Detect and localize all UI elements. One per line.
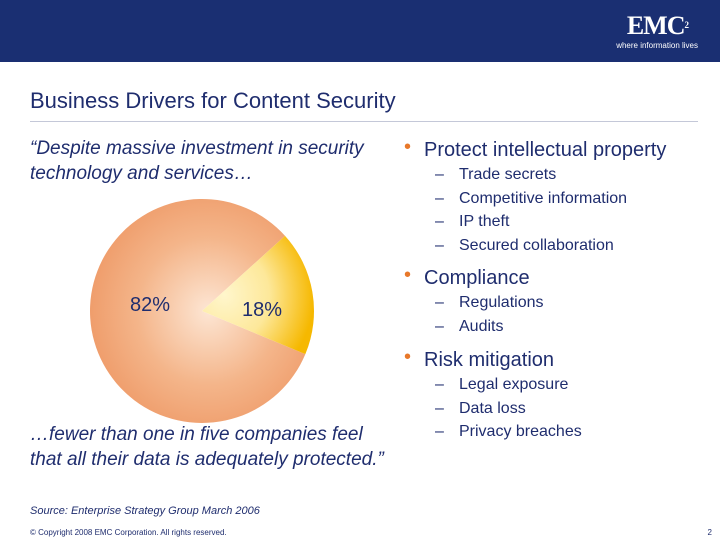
sub-item: – Trade secrets xyxy=(435,166,557,183)
bullet-compliance: • Compliance xyxy=(404,264,530,289)
sub-item: – Privacy breaches xyxy=(435,423,582,440)
bullet-icon: • xyxy=(404,346,412,368)
slide-title: Business Drivers for Content Security xyxy=(30,88,396,113)
sub-item: – Secured collaboration xyxy=(435,236,614,254)
bullet-icon: • xyxy=(404,264,412,286)
bullet-list: • Protect intellectual property – Trade se… xyxy=(404,136,714,444)
pie-slice-18 xyxy=(202,235,314,355)
sub-item: – Competitive information xyxy=(435,189,628,207)
pie-label-18: 18% xyxy=(242,299,283,321)
source-note: Source: Enterprise Strategy Group March … xyxy=(30,505,260,517)
bullet-protect-ip: • Protect intellectual property xyxy=(404,136,667,161)
emc-logo: EMC2 where information lives xyxy=(598,12,698,52)
title-divider xyxy=(30,121,698,122)
bullet-risk-mitigation: • Risk mitigation xyxy=(404,346,555,371)
logo-mark: EMC2 xyxy=(626,11,689,40)
quote-bottom: …fewer than one in five companies feel t… xyxy=(30,424,384,470)
quote-top: “Despite massive investment in security … xyxy=(30,138,364,184)
page-number: 2 xyxy=(707,528,712,537)
sub-item: – Regulations xyxy=(435,294,544,311)
logo-tagline: where information lives xyxy=(616,41,698,50)
sub-item: – Legal exposure xyxy=(435,376,569,393)
bullet-icon: • xyxy=(404,136,412,158)
header-bar: EMC2 where information lives xyxy=(0,0,720,62)
pie-chart xyxy=(90,199,314,423)
sub-item: – Audits xyxy=(435,317,504,335)
pie-slice-82 xyxy=(90,199,306,423)
copyright: © Copyright 2008 EMC Corporation. All ri… xyxy=(30,528,227,537)
pie-label-82: 82% xyxy=(130,294,171,316)
sub-item: – Data loss xyxy=(435,399,526,417)
sub-item: – IP theft xyxy=(435,213,510,230)
